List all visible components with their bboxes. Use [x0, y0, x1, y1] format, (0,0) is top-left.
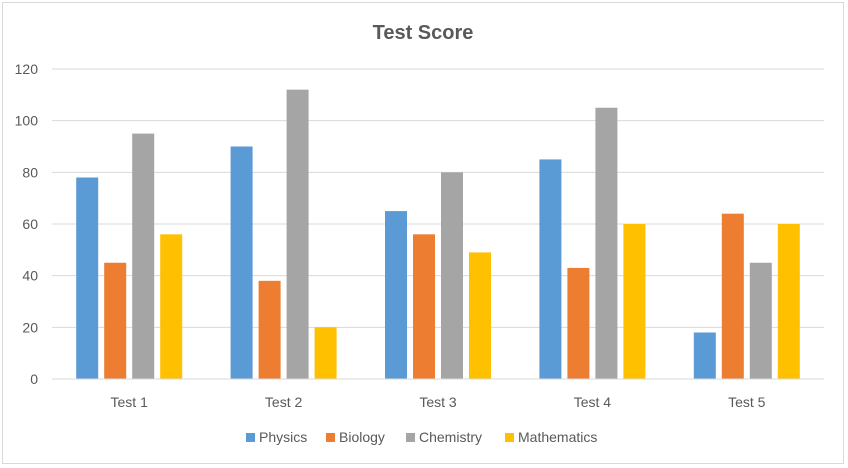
x-tick-label: Test 5 — [728, 394, 766, 410]
x-axis-labels: Test 1 Test 2 Test 3 Test 4 Test 5 — [111, 394, 766, 410]
bar-physics-test-5 — [693, 332, 716, 379]
y-tick-label: 80 — [22, 164, 38, 180]
bar-mathematics-test-5 — [777, 224, 800, 379]
bar-physics-test-4 — [539, 159, 562, 379]
x-tick-label: Test 3 — [419, 394, 457, 410]
bar-chemistry-test-3 — [441, 172, 463, 379]
y-tick-label: 20 — [22, 319, 38, 335]
legend-label-mathematics: Mathematics — [518, 429, 597, 445]
bar-chemistry-test-5 — [749, 262, 772, 379]
bar-mathematics-test-1 — [160, 234, 183, 379]
bar-physics-test-3 — [385, 211, 407, 379]
bar-biology-test-3 — [413, 234, 435, 379]
bar-mathematics-test-3 — [469, 252, 491, 379]
bar-chemistry-test-1 — [132, 133, 155, 379]
bar-physics-test-2 — [230, 146, 253, 379]
bars — [52, 89, 824, 380]
y-tick-label: 0 — [30, 371, 38, 387]
bar-biology-test-2 — [258, 280, 281, 379]
bar-physics-test-1 — [76, 177, 99, 379]
x-tick-label: Test 2 — [265, 394, 303, 410]
bar-biology-test-4 — [567, 267, 590, 379]
x-tick-label: Test 4 — [574, 394, 612, 410]
legend-swatch-mathematics — [505, 433, 514, 442]
bar-biology-test-5 — [721, 213, 744, 379]
legend-label-chemistry: Chemistry — [419, 429, 482, 445]
chart-title: Test Score — [373, 22, 474, 44]
legend-label-physics: Physics — [259, 429, 307, 445]
y-tick-label: 100 — [15, 113, 39, 129]
y-tick-label: 60 — [22, 216, 38, 232]
y-tick-label: 40 — [22, 268, 38, 284]
legend-swatch-chemistry — [406, 433, 415, 442]
bar-mathematics-test-4 — [623, 224, 646, 379]
bar-mathematics-test-2 — [314, 327, 337, 379]
bar-biology-test-1 — [104, 262, 127, 379]
legend-label-biology: Biology — [339, 429, 385, 445]
legend: Physics Biology Chemistry Mathematics — [246, 429, 597, 445]
y-tick-label: 120 — [15, 61, 39, 77]
x-tick-label: Test 1 — [111, 394, 149, 410]
bar-chemistry-test-2 — [286, 89, 309, 380]
legend-swatch-physics — [246, 433, 255, 442]
y-axis-labels: 0 20 40 60 80 100 120 — [15, 61, 39, 387]
legend-swatch-biology — [326, 433, 335, 442]
bar-chemistry-test-4 — [595, 107, 618, 379]
